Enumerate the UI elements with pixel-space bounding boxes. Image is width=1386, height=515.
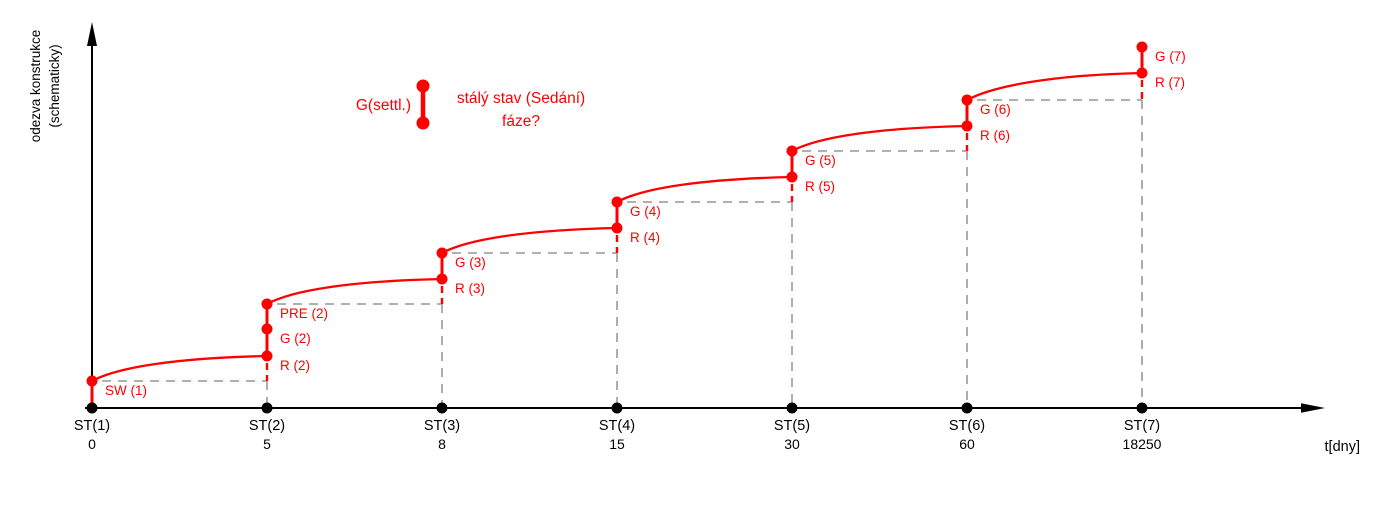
point-dot-g-4 <box>611 196 623 208</box>
dashed-reference-lines <box>102 80 1144 403</box>
legend-group: G(settl.) stálý stav (Sedání) fáze? <box>356 79 585 130</box>
point-dot-g-7 <box>1136 41 1148 53</box>
point-label-g-7: G (7) <box>1155 49 1186 64</box>
point-dot-r-5 <box>786 171 798 183</box>
point-label-g-4: G (4) <box>630 204 661 219</box>
point-label-g-6: G (6) <box>980 102 1011 117</box>
axis-node-st-1 <box>86 402 98 414</box>
y-axis-title-line2: (schematicky) <box>47 44 62 127</box>
axis-titles: odezva konstrukce (schematicky) t[dny] <box>28 30 1360 455</box>
point-dot-r-3 <box>436 273 448 285</box>
axes <box>85 22 1325 413</box>
point-label-r-3: R (3) <box>455 281 485 296</box>
point-label-g-3: G (3) <box>455 255 486 270</box>
point-dot-r-2 <box>261 350 273 362</box>
point-dot-pre-2 <box>261 298 273 310</box>
curve-points: SW (1) R (2) G (2) PRE (2) R (3) G (3) R (4) G … <box>86 41 1186 398</box>
point-dot-r-7 <box>1136 67 1148 79</box>
point-label-r-4: R (4) <box>630 230 660 245</box>
point-dot-g-3 <box>436 247 448 259</box>
point-dot-r-6 <box>961 120 973 132</box>
point-label-sw-1: SW (1) <box>105 383 147 398</box>
axis-node-st-4 <box>611 402 623 414</box>
creep-curve-st-4-st-5 <box>616 175 793 204</box>
tick-label-st-5: ST(5) <box>774 418 810 434</box>
y-axis-title-line1: odezva konstrukce <box>28 30 43 143</box>
tick-label-st-6: ST(6) <box>949 418 985 434</box>
legend-left-label: G(settl.) <box>356 97 411 114</box>
tick-value-st-6: 60 <box>959 436 975 452</box>
tick-value-st-4: 15 <box>609 436 625 452</box>
creep-curve-st-2-st-3 <box>266 277 443 306</box>
point-label-g-2: G (2) <box>280 331 311 346</box>
point-dot-sw-1 <box>86 375 98 387</box>
point-dot-g-2 <box>261 323 273 335</box>
tick-label-st-3: ST(3) <box>424 418 460 434</box>
legend-dot-top-icon <box>416 79 430 93</box>
creep-curve-st-6-st-7 <box>966 71 1143 102</box>
tick-label-st-7: ST(7) <box>1124 418 1160 434</box>
creep-curve-st-5-st-6 <box>791 124 968 153</box>
axis-node-st-6 <box>961 402 973 414</box>
tick-value-st-3: 8 <box>438 436 446 452</box>
point-dot-g-6 <box>961 94 973 106</box>
point-label-r-7: R (7) <box>1155 75 1185 90</box>
tick-value-st-1: 0 <box>88 436 96 452</box>
point-label-pre-2: PRE (2) <box>280 306 328 321</box>
tick-value-st-2: 5 <box>263 436 271 452</box>
tick-label-st-4: ST(4) <box>599 418 635 434</box>
tick-label-st-2: ST(2) <box>249 418 285 434</box>
legend-note-line1: stálý stav (Sedání) <box>457 90 585 107</box>
point-label-r-6: R (6) <box>980 128 1010 143</box>
creep-curve-st-3-st-4 <box>441 226 618 255</box>
legend-dot-bottom-icon <box>416 116 430 130</box>
legend-note-line2: fáze? <box>502 113 540 130</box>
x-axis-ticks: ST(1) 0 ST(2) 5 ST(3) 8 ST(4) 15 ST(5) 30 ST(6) 60 S… <box>74 402 1162 452</box>
axis-node-st-2 <box>261 402 273 414</box>
point-label-r-2: R (2) <box>280 358 310 373</box>
point-dot-g-5 <box>786 145 798 157</box>
x-axis-arrowhead-icon <box>1301 403 1325 413</box>
creep-curve-st-1-st-2 <box>91 354 268 383</box>
point-label-g-5: G (5) <box>805 153 836 168</box>
axis-node-st-7 <box>1136 402 1148 414</box>
axis-node-st-3 <box>436 402 448 414</box>
tick-value-st-5: 30 <box>784 436 800 452</box>
point-label-r-5: R (5) <box>805 179 835 194</box>
tick-value-st-7: 18250 <box>1123 436 1162 452</box>
axis-node-st-5 <box>786 402 798 414</box>
point-dot-r-4 <box>611 222 623 234</box>
x-axis-title: t[dny] <box>1325 439 1360 455</box>
tick-label-st-1: ST(1) <box>74 418 110 434</box>
y-axis-arrowhead-icon <box>87 22 97 46</box>
